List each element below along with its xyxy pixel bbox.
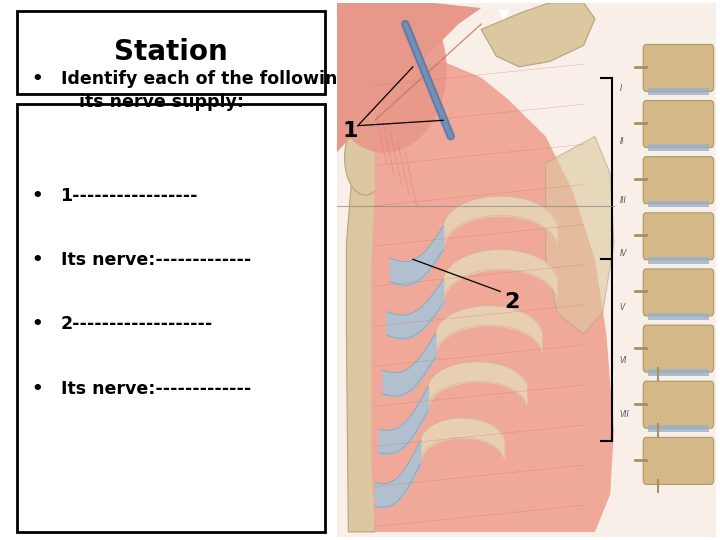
- Bar: [648, 144, 708, 151]
- FancyBboxPatch shape: [643, 437, 714, 484]
- FancyBboxPatch shape: [643, 213, 714, 260]
- Bar: [648, 200, 708, 207]
- FancyBboxPatch shape: [17, 11, 325, 93]
- Text: •: •: [31, 251, 43, 269]
- Text: •: •: [31, 70, 43, 87]
- Bar: [648, 256, 708, 264]
- Text: Its nerve:-------------: Its nerve:-------------: [60, 380, 251, 397]
- Ellipse shape: [326, 0, 446, 153]
- Bar: [648, 369, 708, 376]
- Polygon shape: [481, 3, 595, 67]
- Polygon shape: [346, 152, 382, 532]
- Polygon shape: [337, 3, 481, 152]
- Bar: [648, 425, 708, 432]
- FancyBboxPatch shape: [643, 381, 714, 428]
- Text: VI: VI: [620, 356, 627, 366]
- Bar: [648, 88, 708, 95]
- Polygon shape: [546, 137, 614, 334]
- Text: •: •: [31, 315, 43, 333]
- Text: 2: 2: [504, 292, 519, 312]
- Bar: [648, 313, 708, 320]
- Text: •: •: [31, 187, 43, 205]
- Text: 1: 1: [343, 121, 358, 141]
- Text: IV: IV: [620, 249, 627, 259]
- FancyBboxPatch shape: [643, 325, 714, 372]
- Text: Its nerve:-------------: Its nerve:-------------: [60, 251, 251, 269]
- FancyBboxPatch shape: [643, 269, 714, 316]
- FancyBboxPatch shape: [17, 104, 325, 532]
- Text: Identify each of the following muscles and
   its nerve supply:: Identify each of the following muscles a…: [60, 70, 477, 111]
- Text: Station: Station: [114, 38, 228, 66]
- Text: II: II: [620, 137, 624, 146]
- Text: 1-----------------: 1-----------------: [60, 187, 198, 205]
- FancyBboxPatch shape: [337, 3, 716, 537]
- Text: I: I: [620, 84, 622, 93]
- Text: V: V: [620, 303, 625, 312]
- Text: VII: VII: [620, 410, 629, 419]
- Ellipse shape: [345, 120, 387, 195]
- FancyBboxPatch shape: [643, 44, 714, 91]
- FancyBboxPatch shape: [643, 100, 714, 147]
- Polygon shape: [371, 62, 614, 532]
- Text: 2-------------------: 2-------------------: [60, 315, 213, 333]
- Text: III: III: [620, 196, 626, 205]
- Text: •: •: [31, 380, 43, 397]
- FancyBboxPatch shape: [643, 157, 714, 204]
